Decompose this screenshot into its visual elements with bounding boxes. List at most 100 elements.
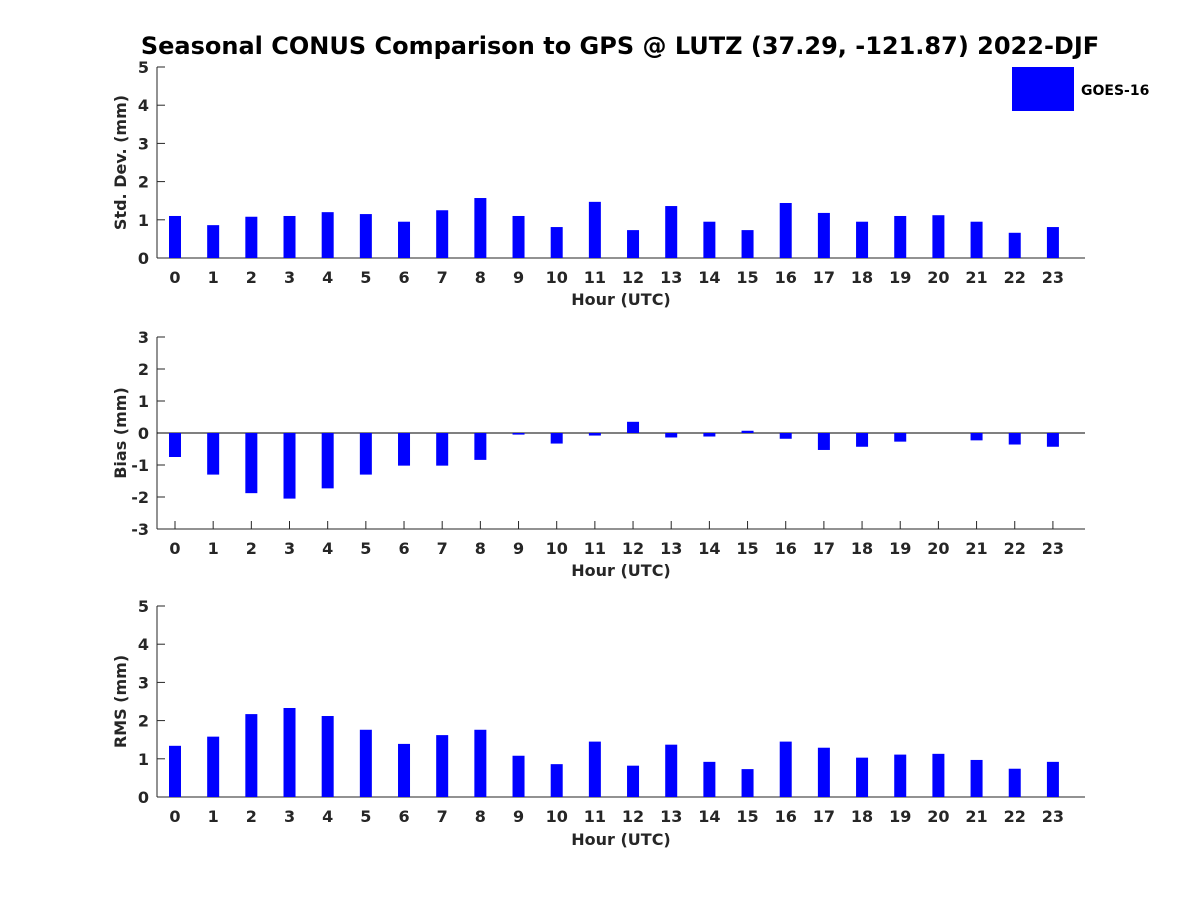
bar-bias-hour-7 xyxy=(436,433,449,466)
bar-bias-hour-9 xyxy=(512,433,525,435)
x-tick-label: 3 xyxy=(284,268,295,287)
y-tick-label: 2 xyxy=(138,360,149,379)
x-tick-label: 10 xyxy=(546,539,568,558)
x-tick-label: 1 xyxy=(208,807,219,826)
bar-stddev-hour-21 xyxy=(970,221,983,258)
x-tick-label: 8 xyxy=(475,539,486,558)
bar-stddev-hour-0 xyxy=(169,215,181,258)
x-tick-label: 12 xyxy=(622,268,644,287)
x-tick-label: 18 xyxy=(851,539,873,558)
x-axis-label: Hour (UTC) xyxy=(571,830,671,849)
x-tick-label: 3 xyxy=(284,807,295,826)
x-tick-label: 22 xyxy=(1004,807,1026,826)
x-tick-label: 11 xyxy=(584,807,606,826)
bar-rms-hour-11 xyxy=(588,741,601,797)
bar-rms-hour-1 xyxy=(207,736,220,797)
bar-bias-hour-10 xyxy=(550,433,563,444)
y-tick-label: 3 xyxy=(138,134,149,153)
y-tick-label: 0 xyxy=(138,424,149,443)
x-tick-label: 9 xyxy=(513,268,524,287)
bar-stddev-hour-11 xyxy=(588,201,601,258)
x-tick-label: 17 xyxy=(813,268,835,287)
bar-bias-hour-23 xyxy=(1046,433,1059,447)
x-tick-label: 23 xyxy=(1042,268,1064,287)
x-tick-label: 8 xyxy=(475,268,486,287)
x-tick-label: 7 xyxy=(437,268,448,287)
bar-rms-hour-16 xyxy=(779,741,792,797)
bar-stddev-hour-20 xyxy=(932,215,945,258)
x-tick-label: 5 xyxy=(360,807,371,826)
y-tick-label: 3 xyxy=(138,328,149,347)
bar-rms-hour-10 xyxy=(550,764,563,797)
x-tick-label: 0 xyxy=(169,807,180,826)
x-tick-label: 5 xyxy=(360,539,371,558)
x-tick-label: 21 xyxy=(965,539,987,558)
bar-stddev-hour-18 xyxy=(856,221,869,258)
x-tick-label: 17 xyxy=(813,807,835,826)
x-tick-label: 17 xyxy=(813,539,835,558)
x-tick-label: 14 xyxy=(698,268,720,287)
x-tick-label: 19 xyxy=(889,268,911,287)
x-tick-label: 10 xyxy=(546,807,568,826)
y-tick-label: 2 xyxy=(138,173,149,192)
y-axis-label: RMS (mm) xyxy=(111,655,130,748)
bar-rms-hour-4 xyxy=(321,716,334,797)
y-tick-label: 1 xyxy=(138,750,149,769)
bar-bias-hour-13 xyxy=(665,433,678,438)
bar-bias-hour-21 xyxy=(970,433,983,441)
x-tick-label: 21 xyxy=(965,807,987,826)
legend-label-goes16: GOES-16 xyxy=(1081,83,1149,99)
x-tick-label: 4 xyxy=(322,539,333,558)
bar-stddev-hour-19 xyxy=(894,215,907,258)
x-tick-label: 13 xyxy=(660,268,682,287)
bar-rms-hour-6 xyxy=(398,743,411,797)
bar-rms-hour-12 xyxy=(627,765,640,797)
bar-stddev-hour-2 xyxy=(245,216,258,258)
x-tick-label: 18 xyxy=(851,807,873,826)
bar-rms-hour-22 xyxy=(1008,768,1021,797)
bar-stddev-hour-22 xyxy=(1008,232,1021,258)
bar-rms-hour-0 xyxy=(169,745,181,797)
x-tick-label: 18 xyxy=(851,268,873,287)
bar-bias-hour-1 xyxy=(207,433,220,475)
bar-stddev-hour-4 xyxy=(321,212,334,258)
bar-bias-hour-18 xyxy=(856,433,869,447)
x-tick-label: 5 xyxy=(360,268,371,287)
x-tick-label: 2 xyxy=(246,539,257,558)
y-tick-label: -2 xyxy=(131,488,149,507)
x-axis-label: Hour (UTC) xyxy=(571,561,671,580)
x-tick-label: 2 xyxy=(246,268,257,287)
bar-rms-hour-5 xyxy=(359,729,372,797)
bar-rms-hour-17 xyxy=(817,747,830,797)
bar-stddev-hour-13 xyxy=(665,206,678,258)
bar-stddev-hour-7 xyxy=(436,210,449,258)
x-tick-label: 12 xyxy=(622,539,644,558)
x-tick-label: 15 xyxy=(736,268,758,287)
x-tick-label: 19 xyxy=(889,807,911,826)
y-tick-label: -1 xyxy=(131,456,149,475)
bar-rms-hour-15 xyxy=(741,769,754,797)
x-tick-label: 4 xyxy=(322,807,333,826)
bar-stddev-hour-1 xyxy=(207,225,220,258)
bar-bias-hour-4 xyxy=(321,433,334,489)
bar-rms-hour-2 xyxy=(245,714,258,797)
bar-rms-hour-18 xyxy=(856,757,869,797)
y-tick-label: 5 xyxy=(138,58,149,77)
x-tick-label: 7 xyxy=(437,807,448,826)
y-tick-label: 3 xyxy=(138,673,149,692)
bar-stddev-hour-9 xyxy=(512,215,525,258)
x-tick-label: 1 xyxy=(208,268,219,287)
y-tick-label: 2 xyxy=(138,712,149,731)
x-tick-label: 20 xyxy=(927,268,949,287)
x-tick-label: 12 xyxy=(622,807,644,826)
x-tick-label: 15 xyxy=(736,807,758,826)
x-tick-label: 22 xyxy=(1004,539,1026,558)
x-tick-label: 6 xyxy=(398,539,409,558)
x-tick-label: 6 xyxy=(398,807,409,826)
x-tick-label: 16 xyxy=(775,268,797,287)
y-axis-label: Std. Dev. (mm) xyxy=(111,95,130,230)
bar-rms-hour-13 xyxy=(665,744,678,797)
x-tick-label: 13 xyxy=(660,539,682,558)
x-tick-label: 3 xyxy=(284,539,295,558)
x-tick-label: 21 xyxy=(965,268,987,287)
